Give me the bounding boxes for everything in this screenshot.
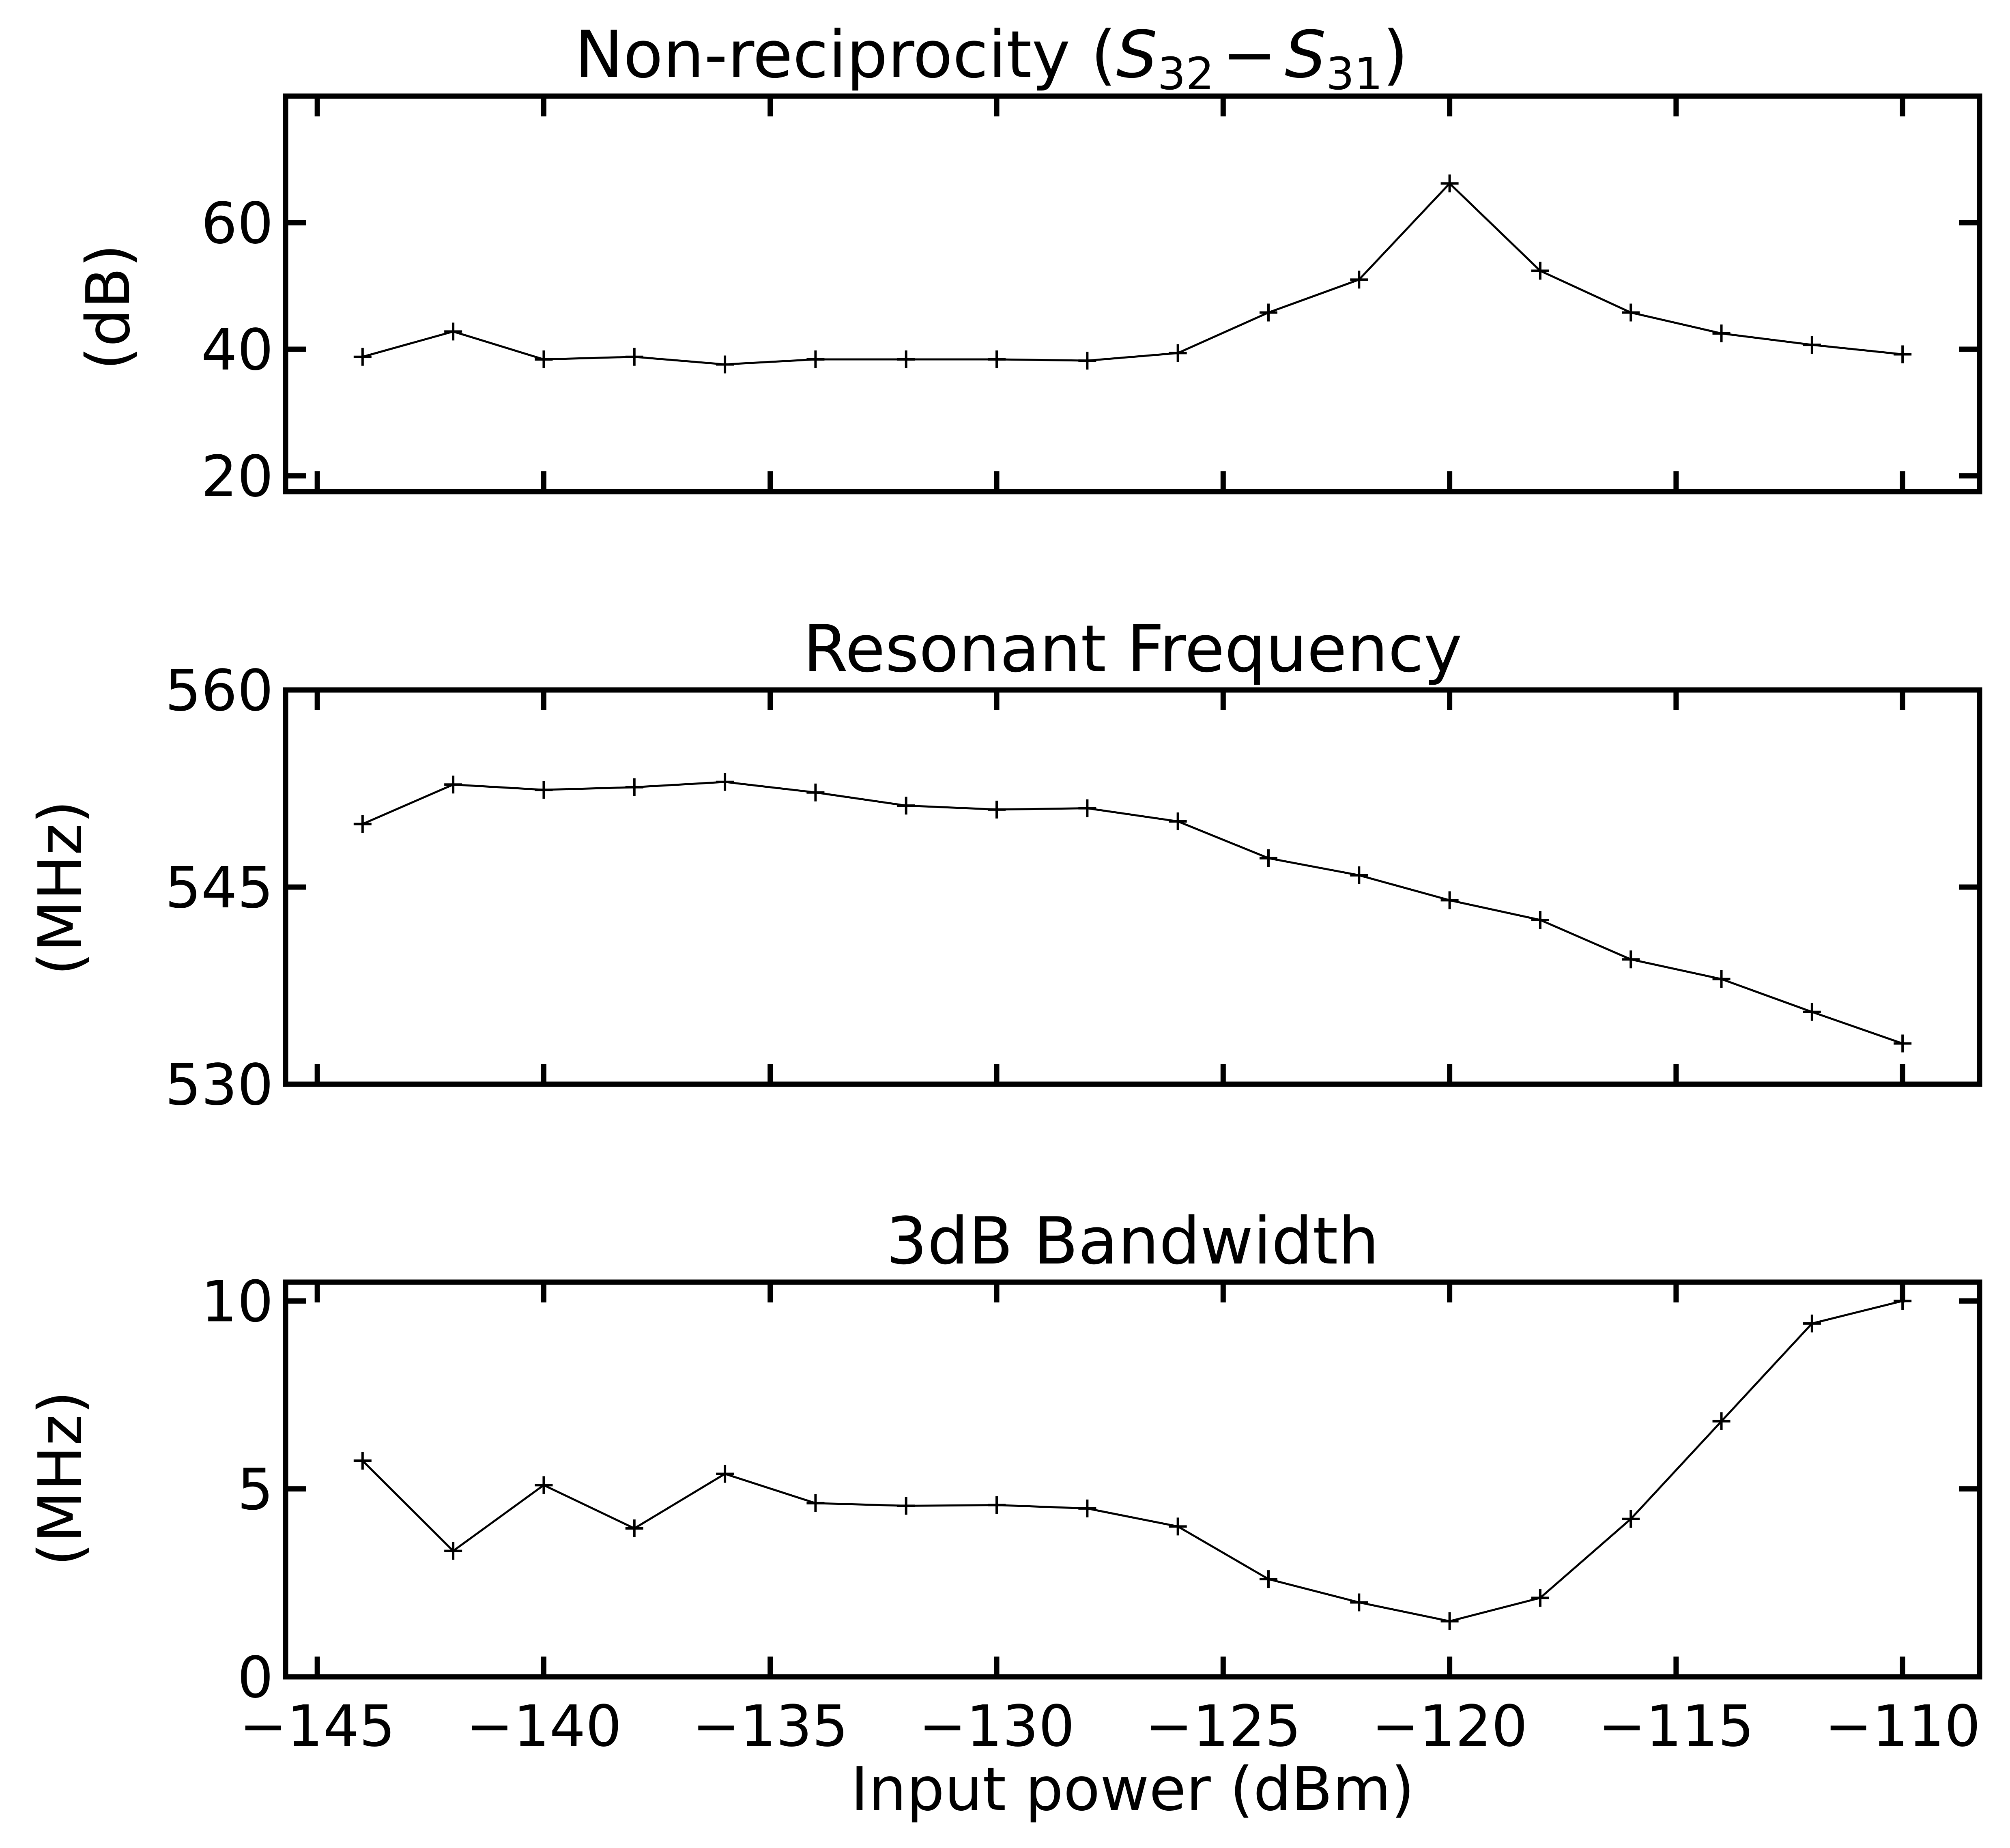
data-point [988, 350, 1006, 368]
data-point [1169, 344, 1187, 362]
y-tick-label: 560 [165, 658, 273, 724]
data-point [897, 1497, 915, 1515]
data-point [1894, 1034, 1912, 1053]
data-point [806, 350, 825, 368]
data-point [535, 1476, 553, 1494]
data-point [1894, 345, 1912, 363]
data-point [988, 800, 1006, 819]
panel-title: Resonant Frequency [803, 611, 1462, 687]
y-axis-label: (MHz) [26, 1391, 95, 1566]
plot-area: 530 545 560 [165, 658, 1980, 1118]
y-tick-label: 545 [165, 855, 273, 921]
panel-title: Non-reciprocity (S32− S31) [575, 17, 1408, 100]
data-point [1622, 950, 1640, 969]
data-point [535, 350, 553, 368]
data-point [806, 1494, 825, 1512]
data-point [1803, 1314, 1821, 1332]
data-point [716, 1465, 734, 1483]
panel-non-reciprocity: Non-reciprocity (S32− S31) (dB) 20 40 60 [73, 17, 1982, 510]
data-point [1894, 1292, 1912, 1310]
x-tick-label: −145 [239, 1693, 396, 1760]
x-tick-label: −140 [466, 1693, 622, 1760]
panel-3db-bandwidth: 3dB Bandwidth (MHz) Input power (dBm) −1… [26, 1203, 1982, 1824]
y-tick-label: 20 [201, 444, 273, 510]
x-tick-label: −130 [919, 1693, 1075, 1760]
data-point [444, 776, 462, 794]
data-point [1622, 303, 1640, 322]
data-point [1712, 1412, 1731, 1430]
data-point [1259, 303, 1277, 322]
x-tick-label: −115 [1598, 1693, 1754, 1760]
data-point [1531, 911, 1549, 929]
data-point [535, 781, 553, 799]
data-point [1803, 336, 1821, 354]
data-point [1531, 1589, 1549, 1607]
y-tick-label: 5 [237, 1457, 273, 1523]
y-tick-label: 530 [165, 1052, 273, 1118]
y-tick-label: 10 [201, 1269, 273, 1335]
axes-frame [283, 1279, 1982, 1680]
data-point [1350, 866, 1368, 884]
data-point [1440, 891, 1459, 909]
data-point [353, 348, 372, 366]
data-point [1259, 849, 1277, 867]
axes-frame [283, 687, 1982, 1087]
panel-resonant-frequency: Resonant Frequency (MHz) 530 545 560 [26, 611, 1982, 1118]
data-point [1350, 271, 1368, 289]
series-line [362, 1300, 1903, 1622]
data-point [1078, 1499, 1096, 1517]
panel-title: 3dB Bandwidth [886, 1203, 1379, 1279]
data-point [444, 1542, 462, 1560]
x-tick-label: −135 [692, 1693, 848, 1760]
data-point [353, 1452, 372, 1470]
data-point [625, 1519, 643, 1537]
data-point [988, 1496, 1006, 1514]
data-point [716, 355, 734, 374]
x-axis-label: Input power (dBm) [851, 1754, 1415, 1824]
data-point [716, 773, 734, 791]
y-axis-label: (MHz) [26, 800, 95, 976]
data-point [1259, 1570, 1277, 1588]
data-point [897, 350, 915, 368]
data-point [1169, 812, 1187, 830]
data-point [353, 815, 372, 833]
series-line [362, 781, 1903, 1044]
x-tick-label: −120 [1372, 1693, 1528, 1760]
data-point [1440, 174, 1459, 193]
axes-frame [283, 93, 1982, 494]
plot-area: 20 40 60 [201, 96, 1980, 510]
plot-area: −145 −140 −135 −130 −125 −120 −115 −110 0 5 10 [201, 1269, 1981, 1760]
data-point [1712, 324, 1731, 342]
y-tick-label: 40 [201, 317, 273, 383]
data-point [806, 783, 825, 802]
y-tick-label: 0 [237, 1645, 273, 1711]
data-point [625, 348, 643, 366]
y-tick-label: 60 [201, 191, 273, 257]
data-point [444, 322, 462, 341]
data-point [1078, 799, 1096, 817]
x-tick-label: −125 [1145, 1693, 1301, 1760]
data-point [1078, 352, 1096, 370]
series-line [362, 182, 1903, 365]
data-point [1622, 1510, 1640, 1528]
data-point [897, 797, 915, 815]
data-point [1169, 1517, 1187, 1536]
x-tick-label: −110 [1825, 1693, 1981, 1760]
data-point [1803, 1003, 1821, 1021]
data-point [1350, 1593, 1368, 1612]
data-point [1712, 970, 1731, 988]
data-point [1440, 1612, 1459, 1630]
data-point [625, 778, 643, 796]
y-axis-label: (dB) [73, 244, 143, 370]
data-point [1531, 262, 1549, 280]
